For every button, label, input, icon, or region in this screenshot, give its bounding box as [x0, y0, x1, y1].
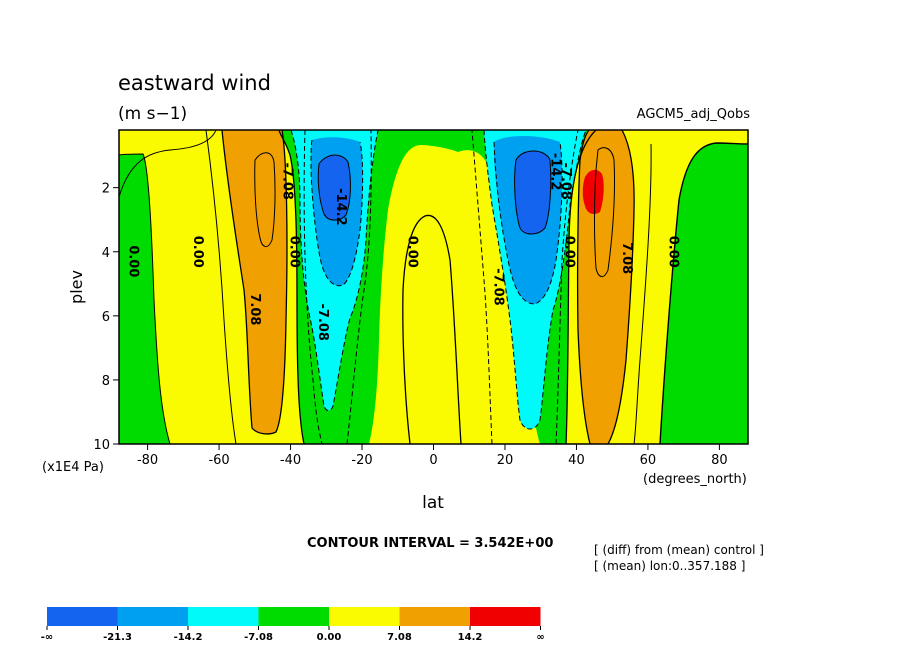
contour-zero-nh-outer [659, 142, 748, 444]
y-axis-unit: (x1E4 Pa) [42, 460, 104, 475]
contour-label: -14.2 [333, 188, 348, 225]
contour-green-center-line [278, 130, 597, 444]
contour-labels: 0.00 0.007.080.00-7.08-14.2-7.080.00-7.08… [126, 153, 681, 341]
y-axis: 2 4 6 8 10 [93, 182, 119, 453]
x-tick-label: 60 [640, 453, 657, 468]
x-tick-label: 40 [568, 453, 585, 468]
region-yellow-center [402, 215, 461, 444]
x-tick-label: -20 [351, 453, 372, 468]
contour-yellow-center-line [402, 214, 462, 444]
colorbar-swatch [329, 607, 400, 626]
contour-zero-sh-top [119, 130, 217, 198]
contour-dashed-sh [290, 130, 379, 444]
x-tick-label: -80 [137, 453, 158, 468]
colorbar-label: 14.2 [458, 632, 483, 643]
y-tick-label: 4 [102, 246, 110, 261]
x-tick-label: 80 [711, 453, 728, 468]
contour-inner-nh [594, 147, 616, 277]
region-orange-sh [222, 130, 287, 434]
contour-blue-nh-line [514, 150, 552, 235]
contour-label: 0.00 [190, 236, 205, 268]
contour-inner-sh [254, 152, 276, 247]
note-mean: [ (mean) lon:0..357.188 ] [594, 559, 745, 573]
region-red-nh [582, 169, 604, 214]
x-tick-label: 20 [497, 453, 514, 468]
x-tick-label: -60 [208, 453, 229, 468]
contour-label: -7.08 [315, 304, 330, 341]
contour-label: 0.00 [562, 236, 577, 268]
colorbar-swatch [399, 607, 470, 626]
x-tick-label: -40 [280, 453, 301, 468]
colorbar-label: 0.00 [317, 632, 342, 643]
y-tick-label: 8 [102, 374, 110, 389]
dataset-label: AGCM5_adj_Qobs [637, 107, 751, 122]
colorbar-swatch [47, 607, 118, 626]
contour-label: -7.08 [490, 268, 505, 305]
contour-zero-sh-outer [119, 153, 171, 444]
y-tick-label: 6 [102, 310, 110, 325]
colorbar-label: -∞ [41, 632, 53, 643]
contour-interval: CONTOUR INTERVAL = 3.542E+00 [307, 536, 553, 551]
colorbar-swatch [188, 607, 259, 626]
contour-weak-sh [205, 130, 237, 444]
colorbar-label: -7.08 [244, 632, 273, 643]
chart-units: (m s−1) [118, 104, 187, 124]
region-blue-sh [318, 155, 351, 221]
x-axis: -80 -60 -40 -20 0 20 40 60 80 [137, 444, 728, 468]
y-axis-label: plev [67, 270, 86, 304]
contour-label: -7.08 [279, 163, 294, 200]
contour-dashed-nh [471, 130, 587, 444]
colorbar-swatch [117, 607, 188, 626]
colorbar: -∞ -21.3 -14.2 -7.08 0.00 7.08 14.2 ∞ [41, 607, 545, 643]
contour-label: 0.00 [126, 245, 141, 277]
region-blue-nh [514, 151, 551, 234]
region-green-nh [660, 143, 748, 444]
contour-label: -14.2 [547, 153, 562, 190]
contour-label: -7.08 [558, 163, 573, 200]
y-tick-label: 2 [102, 182, 110, 197]
contour-label: 0.00 [665, 236, 680, 268]
colorbar-label: 7.08 [387, 632, 412, 643]
region-green-sh [119, 154, 170, 444]
x-axis-label: lat [422, 493, 444, 513]
contour-label: 7.08 [247, 293, 262, 325]
note-diff: [ (diff) from (mean) control ] [594, 543, 764, 557]
colorbar-label: -14.2 [174, 632, 203, 643]
contour-fill [119, 130, 748, 444]
colorbar-label: ∞ [536, 632, 544, 643]
contour-lines [119, 130, 748, 444]
contour-label: 0.00 [287, 236, 302, 268]
contour-orange-nh-line [576, 130, 635, 444]
contour-label: 0.00 [404, 236, 419, 268]
contour-blue-sh-line [317, 154, 351, 221]
contour-weak-nh [633, 143, 652, 444]
colorbar-swatch [470, 607, 541, 626]
contour-label: 7.08 [619, 242, 634, 274]
colorbar-label: -21.3 [103, 632, 132, 643]
contour-orange-sh-line [221, 130, 288, 435]
colorbar-swatch [258, 607, 329, 626]
chart-title: eastward wind [118, 71, 271, 95]
x-axis-unit: (degrees_north) [643, 472, 747, 487]
y-tick-label: 10 [93, 438, 110, 453]
x-tick-label: 0 [429, 453, 437, 468]
